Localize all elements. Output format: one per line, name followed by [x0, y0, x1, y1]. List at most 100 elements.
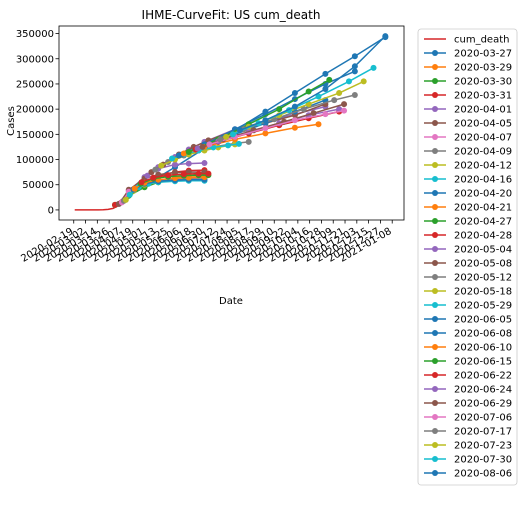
series-point-2020-07-23	[336, 90, 343, 97]
legend-marker	[432, 176, 438, 182]
legend-label: 2020-03-30	[454, 77, 512, 88]
legend-marker	[432, 386, 438, 392]
series-point-2020-07-23	[223, 133, 230, 140]
series-point-2020-04-01	[185, 160, 192, 167]
legend-marker	[432, 204, 438, 210]
series-point-2020-07-23	[305, 101, 312, 108]
series-point-2020-07-23	[360, 78, 367, 85]
legend-label: 2020-05-12	[454, 273, 512, 284]
series-point-2020-03-27	[322, 70, 329, 77]
series-point-2020-07-30	[229, 131, 236, 138]
legend-marker	[432, 218, 438, 224]
legend-label: 2020-08-06	[454, 469, 512, 480]
series-point-2020-06-15	[326, 76, 333, 83]
legend-label: 2020-07-30	[454, 455, 512, 466]
legend-label: 2020-04-12	[454, 161, 512, 172]
legend-marker	[432, 358, 438, 364]
legend-marker	[432, 134, 438, 140]
series-point-2020-06-10	[315, 121, 322, 128]
legend-marker	[432, 274, 438, 280]
series-point-2020-06-10	[180, 150, 187, 157]
series-point-2020-07-06	[262, 125, 269, 132]
series-point-2020-05-18	[158, 162, 165, 169]
series-point-2020-04-28	[150, 174, 157, 181]
series-point-2020-07-17	[351, 92, 358, 99]
legend-label: 2020-07-17	[454, 427, 512, 438]
legend-marker	[432, 428, 438, 434]
legend-marker	[432, 64, 438, 70]
legend-marker	[432, 120, 438, 126]
legend-marker	[432, 288, 438, 294]
series-point-2020-04-16	[126, 191, 133, 198]
series-point-2020-04-28	[165, 172, 172, 179]
series-point-2020-08-06	[291, 103, 298, 110]
legend-label: cum_death	[454, 35, 509, 46]
series-point-2020-06-29	[310, 110, 317, 117]
series-line-2020-06-15	[188, 79, 330, 153]
legend-label: 2020-04-09	[454, 147, 512, 158]
series-point-2020-07-30	[370, 64, 377, 71]
legend-marker	[432, 106, 438, 112]
series-point-2020-06-15	[305, 88, 312, 95]
legend-label: 2020-05-04	[454, 245, 512, 256]
series-line-2020-04-01	[118, 162, 205, 205]
series-point-2020-06-24	[194, 145, 201, 152]
series-point-2020-07-06	[322, 111, 329, 118]
y-tick-label: 0	[48, 205, 54, 216]
legend-marker	[432, 302, 438, 308]
series-point-2020-05-04	[144, 172, 151, 179]
series-point-2020-07-06	[206, 141, 213, 148]
legend-label: 2020-04-01	[454, 105, 512, 116]
legend-marker	[432, 78, 438, 84]
y-tick-label: 100000	[16, 155, 54, 166]
series-point-2020-04-28	[180, 171, 187, 178]
plot-frame	[58, 25, 405, 221]
series-line-2020-07-06	[209, 109, 345, 146]
legend-marker	[432, 148, 438, 154]
series-point-2020-04-21	[131, 185, 138, 192]
legend-label: 2020-06-24	[454, 385, 512, 396]
series-point-2020-04-01	[201, 160, 208, 167]
y-tick-label: 250000	[16, 79, 54, 90]
legend-frame	[417, 28, 518, 486]
legend-marker	[432, 162, 438, 168]
legend-label: 2020-04-21	[454, 203, 512, 214]
legend: cum_death 2020-03-27 2020-03-29 2020-03-30 2…	[417, 28, 518, 486]
series-point-2020-06-05	[351, 68, 358, 75]
series-group	[74, 33, 389, 211]
series-point-2020-06-10	[291, 124, 298, 131]
legend-label: 2020-03-29	[454, 63, 512, 74]
plot-area: 0 50000 100000 150000 200000 250000 300000 3500…	[16, 25, 405, 265]
series-point-2020-05-29	[225, 142, 232, 149]
series-point-2020-07-17	[331, 97, 338, 104]
legend-label: 2020-05-18	[454, 287, 512, 298]
series-point-2020-08-06	[262, 117, 269, 124]
y-tick-label: 50000	[22, 180, 54, 191]
legend-marker	[432, 414, 438, 420]
legend-label: 2020-04-20	[454, 189, 512, 200]
y-tick-label: 350000	[16, 29, 54, 40]
series-point-2020-06-15	[185, 148, 192, 155]
legend-label: 2020-06-22	[454, 371, 512, 382]
series-point-2020-08-06	[322, 85, 329, 92]
series-point-2020-07-30	[315, 93, 322, 100]
legend-marker	[432, 92, 438, 98]
legend-label: 2020-04-28	[454, 231, 512, 242]
legend-marker	[432, 344, 438, 350]
legend-marker	[432, 470, 438, 476]
series-point-2020-08-06	[351, 63, 358, 70]
series-point-2020-06-29	[199, 143, 206, 150]
legend-label: 2020-07-06	[454, 413, 512, 424]
legend-marker	[432, 50, 438, 56]
series-point-2020-07-17	[300, 106, 307, 113]
series-point-2020-07-06	[341, 107, 348, 114]
series-point-2020-06-15	[276, 106, 283, 113]
legend-label: 2020-04-16	[454, 175, 512, 186]
series-point-2020-08-06	[382, 33, 389, 40]
legend-label: 2020-07-23	[454, 441, 512, 452]
series-point-2020-07-17	[217, 136, 224, 143]
legend-marker	[432, 246, 438, 252]
legend-label: 2020-04-07	[454, 133, 512, 144]
legend-marker	[432, 442, 438, 448]
